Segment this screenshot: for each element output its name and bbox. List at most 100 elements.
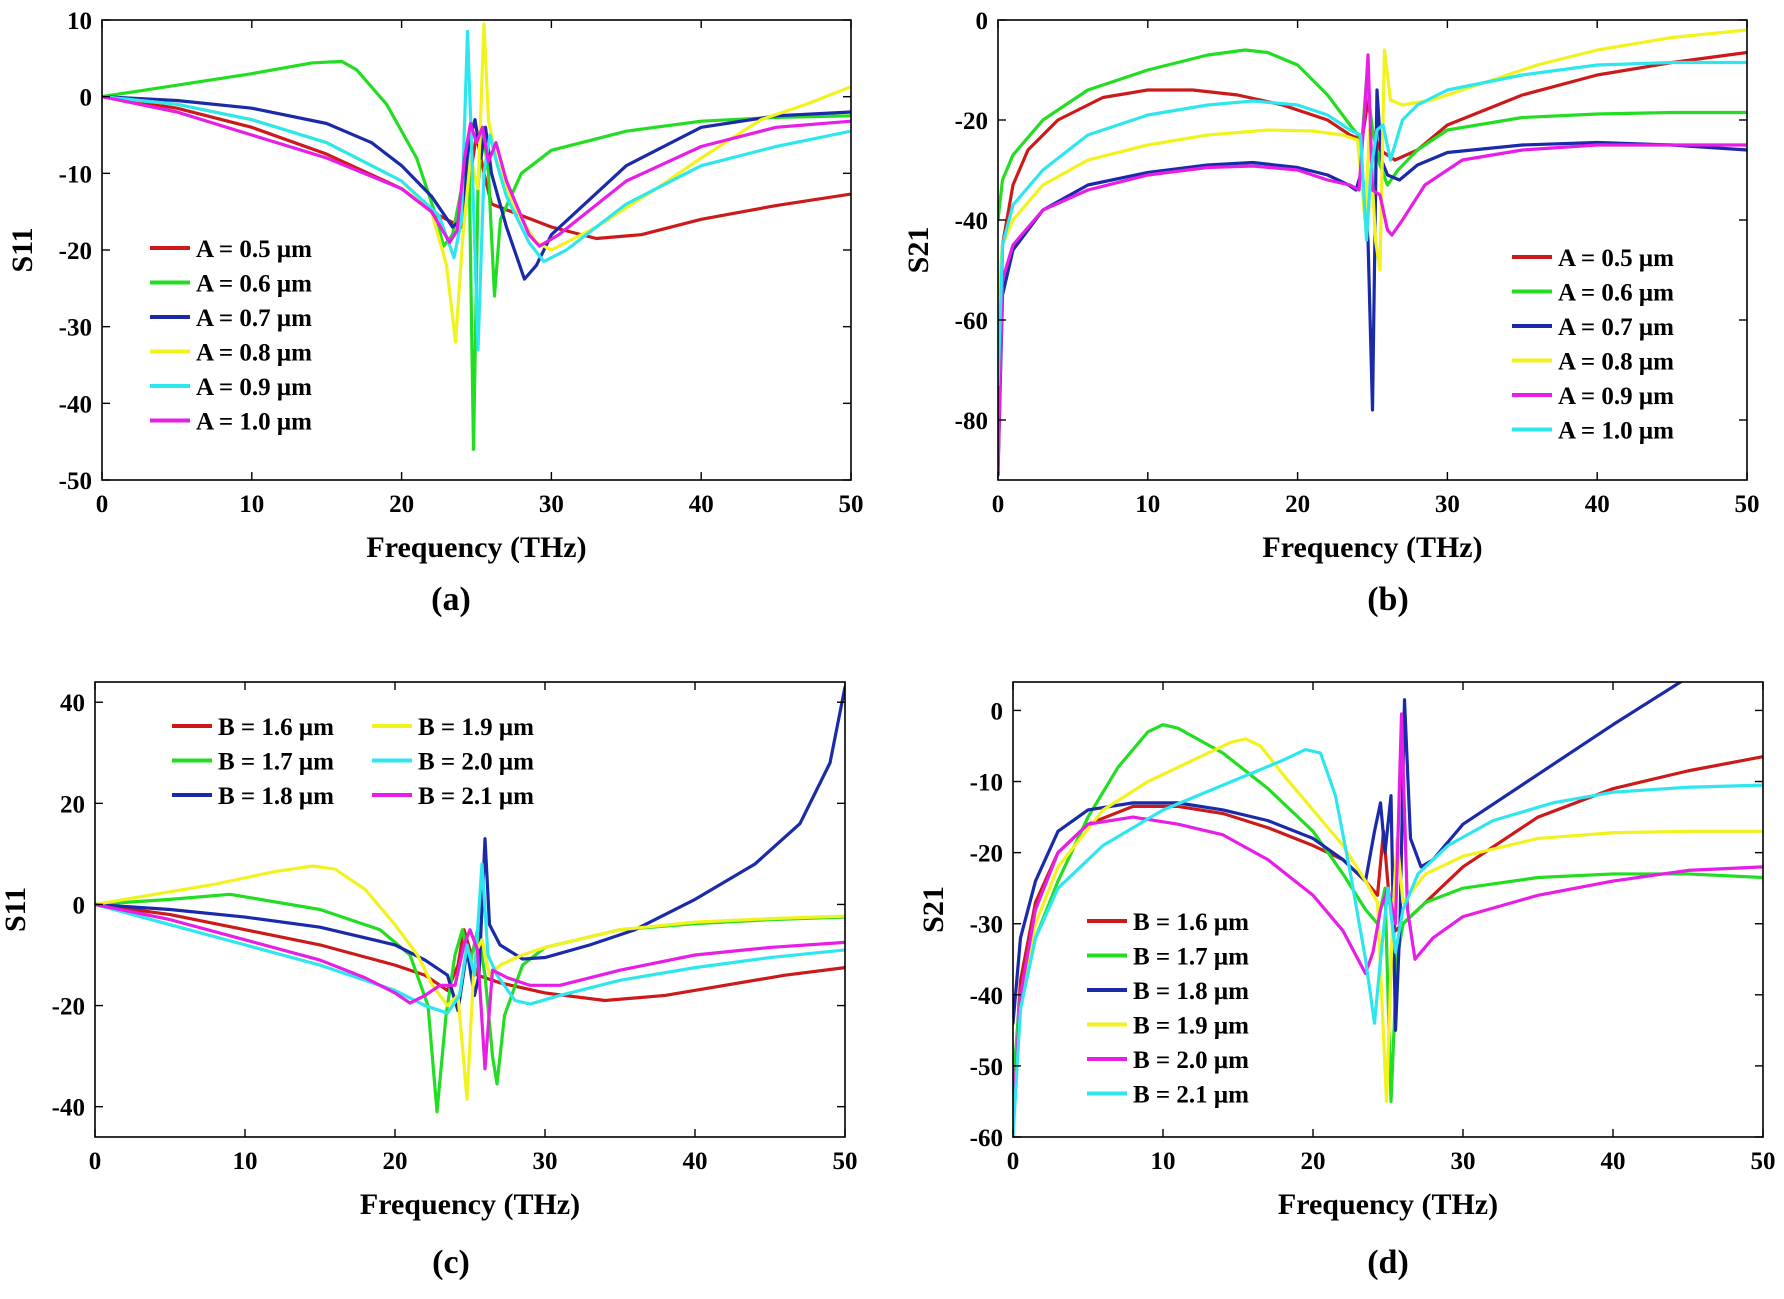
x-tick-label: 40 bbox=[689, 491, 714, 518]
legend-entry-a-1-0-m: A = 1.0 μm bbox=[196, 409, 312, 436]
y-tick-label: 20 bbox=[60, 791, 85, 818]
legend-entry-a-0-9-m: A = 0.9 μm bbox=[196, 374, 312, 401]
x-tick-label: 40 bbox=[1585, 491, 1610, 518]
y-axis-label: S21 bbox=[917, 886, 950, 933]
y-tick-label: -10 bbox=[970, 770, 1003, 797]
x-tick-label: 10 bbox=[1135, 491, 1160, 518]
y-axis-label: S11 bbox=[6, 227, 39, 272]
y-tick-label: -20 bbox=[59, 238, 92, 265]
legend-entry-b-1-7-m: B = 1.7 μm bbox=[1133, 944, 1249, 971]
y-tick-label: -60 bbox=[970, 1125, 1003, 1152]
y-axis-label: S21 bbox=[902, 227, 935, 274]
x-tick-label: 20 bbox=[1285, 491, 1310, 518]
legend-entry-b-2-0-m: B = 2.0 μm bbox=[418, 749, 534, 776]
x-tick-label: 50 bbox=[1735, 491, 1760, 518]
y-tick-label: -50 bbox=[970, 1054, 1003, 1081]
y-tick-label: -80 bbox=[955, 408, 988, 435]
series-group bbox=[998, 28, 1747, 477]
y-tick-label: -20 bbox=[52, 994, 85, 1021]
chart-panel-c: 0 10 20 30 40 50 -40 -20 0 20 40 Frequency (THz) S11… bbox=[0, 681, 858, 1281]
x-tick-label: 30 bbox=[539, 491, 564, 518]
x-tick-label: 10 bbox=[233, 1148, 258, 1175]
chart-panel-d: 0 10 20 30 40 50 -60 -50 -40 -30 -20 -10 0 Frequency … bbox=[917, 681, 1776, 1281]
series-group bbox=[102, 22, 851, 451]
x-tick-label: 0 bbox=[96, 491, 109, 518]
legend-entry-a-1-0-m: A = 1.0 μm bbox=[1558, 418, 1674, 445]
axis-frame bbox=[997, 19, 1748, 481]
legend-entry-a-0-6-m: A = 0.6 μm bbox=[196, 271, 312, 298]
y-tick-label: -50 bbox=[59, 468, 92, 495]
x-tick-label: 20 bbox=[1301, 1148, 1326, 1175]
legend-entry-a-0-5-m: A = 0.5 μm bbox=[1558, 245, 1674, 272]
x-tick-label: 0 bbox=[992, 491, 1005, 518]
panel-label-a: (a) bbox=[431, 581, 471, 618]
legend: A = 0.5 μm A = 0.6 μm A = 0.7 μm A = 0.8 μm… bbox=[150, 236, 312, 436]
legend-entry-b-1-6-m: B = 1.6 μm bbox=[218, 714, 334, 741]
series-line-b-2-1-m bbox=[1013, 747, 1763, 1137]
legend-entry-b-1-9-m: B = 1.9 μm bbox=[1133, 1013, 1249, 1040]
y-tick-label: -40 bbox=[970, 983, 1003, 1010]
legend-entry-b-1-9-m: B = 1.9 μm bbox=[418, 714, 534, 741]
axis-frame bbox=[94, 681, 846, 1138]
legend-entry-a-0-5-m: A = 0.5 μm bbox=[196, 236, 312, 263]
y-tick-label: -60 bbox=[955, 308, 988, 335]
x-tick-label: 30 bbox=[1435, 491, 1460, 518]
x-tick-label: 40 bbox=[683, 1148, 708, 1175]
legend-entry-b-1-6-m: B = 1.6 μm bbox=[1133, 909, 1249, 936]
series-line-a-1-0-m bbox=[998, 60, 1747, 387]
series-line-b-1-8-m bbox=[95, 685, 845, 1013]
series-line-a-0-9-m bbox=[102, 29, 851, 352]
legend-entry-b-2-1-m: B = 2.1 μm bbox=[418, 783, 534, 810]
x-tick-label: 10 bbox=[1151, 1148, 1176, 1175]
y-tick-label: -30 bbox=[59, 315, 92, 342]
y-tick-label: -10 bbox=[59, 161, 92, 188]
x-tick-label: 20 bbox=[383, 1148, 408, 1175]
legend: A = 0.5 μm A = 0.6 μm A = 0.7 μm A = 0.8 μm… bbox=[1512, 245, 1674, 445]
series-line-a-0-9-m bbox=[998, 53, 1747, 472]
x-tick-label: 0 bbox=[1007, 1148, 1020, 1175]
legend-entry-a-0-9-m: A = 0.9 μm bbox=[1558, 383, 1674, 410]
legend-entry-a-0-7-m: A = 0.7 μm bbox=[196, 305, 312, 332]
x-tick-label: 10 bbox=[239, 491, 264, 518]
series-line-a-0-5-m bbox=[998, 50, 1747, 462]
legend-entry-b-1-8-m: B = 1.8 μm bbox=[218, 783, 334, 810]
legend-entry-b-1-8-m: B = 1.8 μm bbox=[1133, 978, 1249, 1005]
legend-entry-a-0-8-m: A = 0.8 μm bbox=[196, 340, 312, 367]
y-tick-label: -20 bbox=[970, 841, 1003, 868]
chart-panel-a: 0 10 20 30 40 50 -50 -40 -30 -20 -10 0 10 Frequency (… bbox=[6, 8, 864, 618]
legend: B = 1.6 μm B = 1.7 μm B = 1.8 μm B = 1.9 μm… bbox=[172, 714, 534, 810]
series-line-b-2-1-m bbox=[95, 902, 845, 1071]
legend-entry-a-0-8-m: A = 0.8 μm bbox=[1558, 349, 1674, 376]
y-tick-label: 0 bbox=[80, 85, 93, 112]
series-line-a-1-0-m bbox=[102, 95, 851, 248]
x-tick-label: 20 bbox=[389, 491, 414, 518]
legend-entry-a-0-7-m: A = 0.7 μm bbox=[1558, 314, 1674, 341]
x-tick-label: 50 bbox=[839, 491, 864, 518]
y-tick-label: 0 bbox=[991, 698, 1004, 725]
x-axis-label: Frequency (THz) bbox=[366, 531, 586, 564]
legend-entry-b-2-0-m: B = 2.0 μm bbox=[1133, 1047, 1249, 1074]
series-line-b-2-0-m bbox=[1013, 712, 1763, 1125]
x-tick-label: 50 bbox=[1751, 1148, 1776, 1175]
x-tick-label: 50 bbox=[833, 1148, 858, 1175]
panel-label-d: (d) bbox=[1367, 1244, 1409, 1281]
panel-label-c: (c) bbox=[432, 1244, 470, 1281]
y-tick-label: -20 bbox=[955, 108, 988, 135]
y-tick-label: -40 bbox=[59, 391, 92, 418]
legend-entry-b-2-1-m: B = 2.1 μm bbox=[1133, 1082, 1249, 1109]
series-group bbox=[1013, 682, 1763, 1137]
series-line-b-1-9-m bbox=[1013, 737, 1763, 1125]
x-axis-label: Frequency (THz) bbox=[1262, 531, 1482, 564]
x-axis-label: Frequency (THz) bbox=[360, 1188, 580, 1221]
x-tick-label: 30 bbox=[533, 1148, 558, 1175]
x-tick-label: 40 bbox=[1601, 1148, 1626, 1175]
legend-entry-a-0-6-m: A = 0.6 μm bbox=[1558, 280, 1674, 307]
x-tick-label: 0 bbox=[89, 1148, 102, 1175]
chart-panel-b: 0 10 20 30 40 50 -80 -60 -40 -20 0 Frequency (THz) S… bbox=[902, 8, 1760, 618]
y-axis-label: S11 bbox=[0, 887, 32, 932]
y-tick-label: 40 bbox=[60, 690, 85, 717]
y-tick-label: -40 bbox=[52, 1095, 85, 1122]
y-tick-label: 0 bbox=[73, 892, 86, 919]
